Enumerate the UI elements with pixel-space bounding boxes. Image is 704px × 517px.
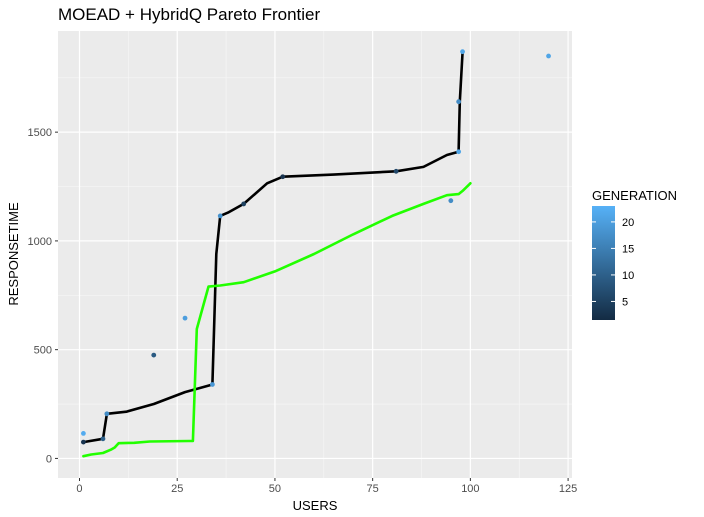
data-point bbox=[456, 149, 462, 155]
x-tick-label: 75 bbox=[367, 483, 379, 495]
y-axis: 0 500 1000 1500 bbox=[28, 127, 58, 465]
legend-tick-label: 20 bbox=[622, 217, 634, 229]
data-point bbox=[460, 49, 465, 55]
legend-ticks: 5 10 15 20 bbox=[592, 217, 634, 308]
frontier-line bbox=[82, 50, 464, 444]
legend: GENERATION 5 10 15 20 bbox=[592, 188, 677, 320]
x-tick-label: 100 bbox=[461, 483, 479, 495]
x-axis-title: USERS bbox=[293, 498, 338, 513]
y-tick-label: 1000 bbox=[28, 236, 52, 248]
x-tick-label: 0 bbox=[76, 483, 82, 495]
y-tick-label: 500 bbox=[34, 345, 52, 357]
legend-colorbar bbox=[592, 206, 615, 320]
data-point bbox=[209, 382, 215, 387]
y-tick-label: 0 bbox=[46, 453, 52, 465]
data-point bbox=[456, 99, 462, 105]
legend-tick-label: 15 bbox=[622, 243, 634, 255]
data-point bbox=[448, 198, 454, 204]
major-gridlines bbox=[58, 31, 572, 478]
data-point bbox=[81, 431, 86, 436]
data-point bbox=[104, 411, 110, 417]
x-tick-label: 25 bbox=[171, 483, 183, 495]
legend-tick-label: 10 bbox=[622, 270, 634, 282]
data-point bbox=[546, 53, 551, 59]
data-point bbox=[280, 174, 286, 180]
data-point bbox=[241, 201, 247, 207]
legend-title: GENERATION bbox=[592, 188, 677, 203]
data-point bbox=[100, 436, 106, 442]
data-point bbox=[182, 315, 188, 321]
data-point bbox=[81, 439, 86, 445]
y-tick-label: 1500 bbox=[28, 127, 52, 139]
frontier-line bbox=[82, 182, 472, 458]
legend-tick-label: 5 bbox=[622, 296, 628, 308]
x-tick-label: 125 bbox=[559, 483, 577, 495]
frontier-lines bbox=[82, 50, 472, 458]
x-tick-label: 50 bbox=[269, 483, 281, 495]
data-point bbox=[393, 168, 399, 174]
x-axis: 0 25 50 75 100 125 bbox=[76, 478, 577, 495]
minor-gridlines bbox=[58, 31, 572, 478]
data-points bbox=[81, 49, 551, 445]
y-axis-title: RESPONSETIME bbox=[6, 202, 21, 306]
chart-title: MOEAD + HybridQ Pareto Frontier bbox=[58, 5, 321, 24]
data-point bbox=[217, 213, 223, 219]
data-point bbox=[151, 352, 157, 358]
